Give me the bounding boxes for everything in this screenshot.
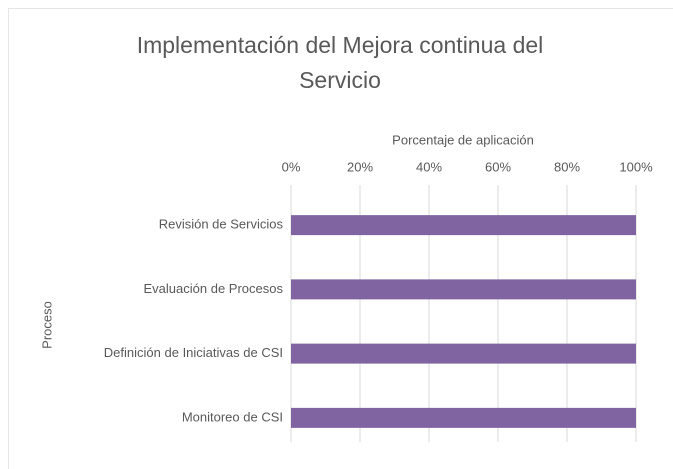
y-tick-label: Evaluación de Procesos [144,281,284,296]
bar [291,279,636,300]
x-tick-label: 80% [554,159,580,174]
x-tick-label: 100% [619,159,653,174]
x-tick-label: 20% [347,159,373,174]
bar [291,215,636,236]
x-tick-label: 40% [416,159,442,174]
chart-border [8,8,673,469]
x-tick-label: 0% [282,159,301,174]
chart-title: Implementación del Mejora continua del S… [136,32,544,93]
bar [291,407,636,428]
y-axis-title: Proceso [39,301,54,349]
bar [291,343,636,364]
y-tick-label: Definición de Iniciativas de CSI [104,345,283,360]
y-tick-label: Monitoreo de CSI [182,409,283,424]
x-axis-title: Porcentaje de aplicación [392,132,534,147]
x-tick-label: 60% [485,159,511,174]
y-tick-label: Revisión de Servicios [159,217,284,232]
